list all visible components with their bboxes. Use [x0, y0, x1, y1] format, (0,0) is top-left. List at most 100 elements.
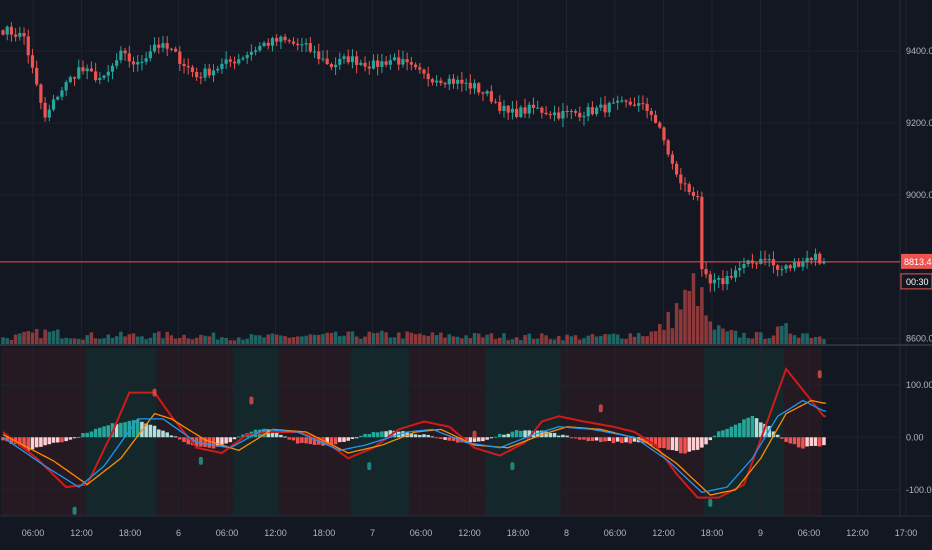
volume-bar	[173, 338, 178, 344]
candle-body	[152, 44, 157, 52]
volume-bar	[544, 335, 548, 344]
volume-bar	[636, 332, 641, 344]
candle-body	[649, 110, 653, 115]
histogram-bar	[721, 430, 725, 438]
candle-body	[405, 59, 409, 63]
candle-body	[813, 253, 818, 261]
candle-body	[131, 61, 136, 65]
volume-bar	[813, 336, 818, 344]
histogram-bar	[611, 437, 616, 444]
histogram-bar	[569, 437, 574, 439]
candle-body	[148, 51, 152, 59]
candle-body	[675, 163, 679, 175]
candle-body	[435, 80, 439, 83]
volume-bar	[666, 311, 670, 344]
candle-body	[599, 104, 603, 108]
candle-body	[228, 59, 232, 62]
candle-body	[371, 60, 376, 69]
time-tick-label: 8	[564, 528, 569, 538]
candle-body	[144, 58, 148, 62]
volume-bar	[64, 337, 68, 344]
candle-body	[325, 58, 329, 65]
volume-bar	[371, 333, 376, 344]
histogram-bar	[792, 437, 797, 445]
volume-bar	[93, 338, 98, 344]
candle-body	[485, 91, 489, 94]
volume-bar	[506, 340, 510, 344]
histogram-bar	[274, 432, 279, 438]
histogram-bar	[228, 437, 233, 443]
volume-bar	[733, 330, 738, 344]
histogram-bar	[679, 437, 683, 454]
last-price-tag-label: 8813.48	[904, 257, 932, 267]
candle-body	[18, 33, 22, 37]
histogram-bar	[426, 434, 430, 438]
signal-dot	[198, 456, 203, 465]
volume-bar	[287, 337, 292, 344]
volume-bar	[178, 338, 182, 344]
volume-bar	[780, 325, 784, 344]
volume-bar	[590, 334, 595, 344]
volume-bar	[375, 332, 380, 344]
volume-bar	[565, 334, 569, 344]
candle-body	[56, 96, 60, 100]
volume-bar	[241, 339, 245, 344]
time-tick-label: 6	[176, 528, 181, 538]
candle-body	[140, 61, 144, 63]
histogram-bar	[725, 428, 729, 438]
candle-body	[502, 105, 506, 111]
histogram-bar	[771, 431, 776, 438]
volume-bar	[771, 335, 776, 344]
candle-body	[447, 78, 451, 85]
volume-bar	[47, 331, 52, 344]
histogram-bar	[34, 437, 39, 448]
price-tick-label: 9000.00	[906, 190, 932, 200]
candle-body	[451, 78, 456, 84]
volume-bar	[540, 333, 544, 344]
candle-body	[439, 80, 443, 83]
volume-bar	[430, 332, 435, 344]
candle-body	[5, 26, 9, 35]
volume-bar	[43, 329, 47, 344]
candle-body	[346, 56, 350, 63]
histogram-bar	[796, 437, 801, 448]
volume-bar	[249, 334, 254, 344]
histogram-bar	[409, 433, 414, 438]
candle-body	[506, 105, 510, 113]
volume-bar	[464, 335, 468, 344]
volume-bar	[89, 332, 94, 344]
volume-bar	[232, 340, 237, 344]
volume-bar	[384, 332, 388, 344]
volume-bar	[123, 336, 127, 344]
volume-bar	[489, 333, 494, 344]
candle-body	[262, 42, 266, 47]
histogram-bar	[308, 437, 313, 445]
volume-bar	[573, 335, 578, 344]
candle-body	[254, 50, 258, 52]
candle-body	[481, 92, 485, 94]
oscillator-orange-line	[2, 399, 827, 496]
histogram-bar	[632, 437, 637, 442]
volume-bar	[548, 339, 553, 344]
candle-body	[30, 55, 35, 68]
candle-body	[392, 57, 397, 61]
volume-bar	[333, 331, 338, 344]
candle-body	[422, 69, 426, 74]
histogram-bar	[670, 437, 675, 451]
volume-bar	[148, 337, 153, 344]
candle-body	[224, 59, 228, 64]
histogram-bar	[148, 424, 153, 438]
candle-body	[515, 108, 519, 118]
histogram-bar	[489, 437, 494, 439]
candle-body	[182, 63, 186, 66]
histogram-bar	[371, 432, 376, 438]
candle-body	[742, 264, 746, 268]
candle-body	[687, 184, 691, 193]
volume-bar	[274, 334, 279, 344]
histogram-bar	[236, 436, 241, 438]
histogram-bar	[649, 437, 654, 446]
candle-body	[211, 70, 216, 76]
volume-bar	[165, 331, 169, 344]
volume-bar	[653, 331, 658, 344]
